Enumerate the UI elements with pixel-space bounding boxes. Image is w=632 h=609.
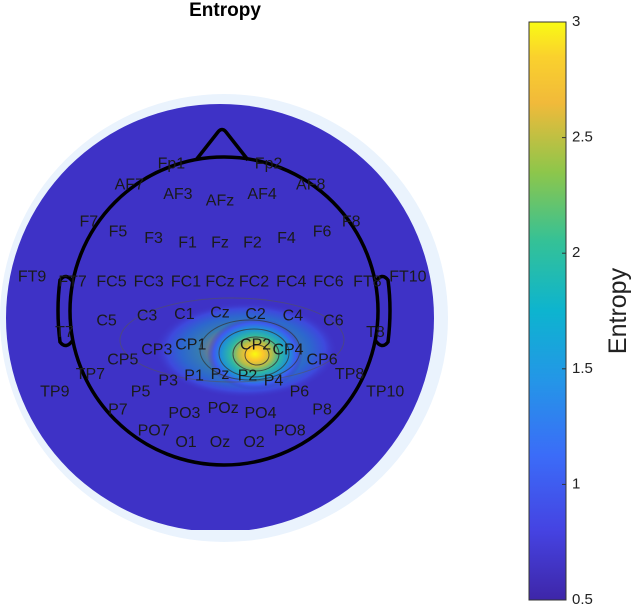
electrode-label-poz: POz	[208, 400, 239, 417]
electrode-label-fc3: FC3	[134, 274, 164, 291]
colorbar-gradient	[528, 21, 567, 601]
electrode-label-po8: PO8	[274, 423, 306, 440]
colorbar-tick-label: 0.5	[572, 591, 593, 608]
electrode-label-oz: Oz	[210, 434, 230, 451]
electrode-label-po4: PO4	[244, 405, 276, 422]
electrode-label-c4: C4	[283, 308, 304, 325]
electrode-label-f8: F8	[342, 214, 361, 231]
electrode-label-tp10: TP10	[366, 384, 404, 401]
electrode-label-p3: P3	[158, 372, 178, 389]
left-ear-outline	[56, 274, 75, 348]
contour-line-5	[244, 344, 270, 366]
electrode-label-f2: F2	[243, 235, 262, 252]
electrode-label-p6: P6	[290, 384, 310, 401]
electrode-label-p2: P2	[238, 368, 258, 385]
nose-outline	[194, 127, 250, 162]
electrode-label-fcz: FCz	[205, 274, 234, 291]
electrode-label-f6: F6	[313, 223, 332, 240]
right-ear-outline	[373, 274, 392, 348]
contour-line-2	[199, 319, 301, 381]
contour-line-3	[218, 328, 290, 378]
electrode-label-f5: F5	[109, 223, 128, 240]
electrode-label-fz: Fz	[211, 235, 229, 252]
head-outline	[68, 155, 380, 467]
electrode-label-af7: AF7	[115, 176, 144, 193]
electrode-label-af3: AF3	[163, 186, 192, 203]
colorbar: 0.5 1 1.5 2 2.5 3 Entropy	[528, 13, 632, 608]
electrode-label-c6: C6	[323, 312, 344, 329]
electrode-label-ft10: FT10	[389, 269, 426, 286]
electrode-label-t8: T8	[366, 324, 385, 341]
electrode-label-o1: O1	[175, 434, 196, 451]
electrode-label-fc2: FC2	[239, 274, 269, 291]
colorbar-tick-label: 1	[572, 475, 580, 492]
electrode-label-cp3: CP3	[141, 342, 172, 359]
electrode-label-fp1: Fp1	[158, 155, 186, 172]
electrode-label-f3: F3	[144, 230, 163, 247]
electrode-label-fc4: FC4	[276, 274, 306, 291]
electrode-label-ft9: FT9	[18, 269, 47, 286]
electrode-label-f4: F4	[277, 230, 296, 247]
chart-title: Entropy	[189, 0, 261, 21]
electrode-label-cp5: CP5	[107, 351, 138, 368]
electrode-label-pz: Pz	[211, 366, 230, 383]
scalp-map	[6, 104, 434, 530]
electrode-label-af4: AF4	[247, 186, 276, 203]
electrode-label-cp2: CP2	[240, 337, 271, 354]
electrode-label-c1: C1	[174, 306, 195, 323]
electrode-label-afz: AFz	[206, 193, 234, 210]
electrode-label-af8: AF8	[296, 176, 325, 193]
electrode-label-c2: C2	[245, 306, 266, 323]
electrode-label-p4: P4	[264, 372, 284, 389]
electrode-label-p7: P7	[108, 402, 128, 419]
electrode-label-tp8: TP8	[335, 366, 364, 383]
electrode-label-po7: PO7	[138, 423, 170, 440]
electrode-label-ft8: FT8	[353, 274, 382, 291]
electrode-label-fp2: Fp2	[255, 155, 283, 172]
electrode-label-cp4: CP4	[272, 342, 303, 359]
colorbar-tick-label: 3	[572, 13, 580, 30]
electrode-label-p5: P5	[131, 384, 151, 401]
electrode-label-po3: PO3	[168, 405, 200, 422]
electrode-label-ft7: FT7	[58, 274, 87, 291]
electrode-label-fc5: FC5	[96, 274, 126, 291]
colorbar-ticks: 0.5 1 1.5 2 2.5 3	[562, 13, 593, 608]
electrode-label-f7: F7	[79, 214, 98, 231]
colorbar-tick-label: 2	[572, 244, 580, 261]
electrode-label-tp7: TP7	[76, 366, 105, 383]
electrode-label-c5: C5	[96, 312, 117, 329]
electrode-label-tp9: TP9	[40, 384, 69, 401]
colorbar-tick-label: 1.5	[572, 360, 593, 377]
electrode-label-o2: O2	[243, 434, 264, 451]
electrode-label-c3: C3	[137, 308, 158, 325]
electrode-label-cp6: CP6	[307, 351, 338, 368]
electrode-label-p1: P1	[184, 368, 204, 385]
electrode-label-cp1: CP1	[175, 337, 206, 354]
colorbar-tick-label: 2.5	[572, 129, 593, 146]
electrode-label-cz: Cz	[210, 304, 230, 321]
electrode-label-f1: F1	[178, 235, 197, 252]
electrode-label-p8: P8	[312, 402, 332, 419]
electrode-label-fc1: FC1	[171, 274, 201, 291]
contour-line-4	[232, 336, 280, 372]
electrode-labels: Fp1 Fp2 AF7 AF3 AFz AF4 AF8 F7 F5 F3 F1 Fz F2 F4 F6 F8 F…	[18, 155, 427, 451]
electrode-label-fc6: FC6	[313, 274, 343, 291]
electrode-label-t7: T7	[55, 324, 74, 341]
colorbar-label: Entropy	[604, 267, 632, 354]
contour-line-1	[119, 297, 345, 383]
